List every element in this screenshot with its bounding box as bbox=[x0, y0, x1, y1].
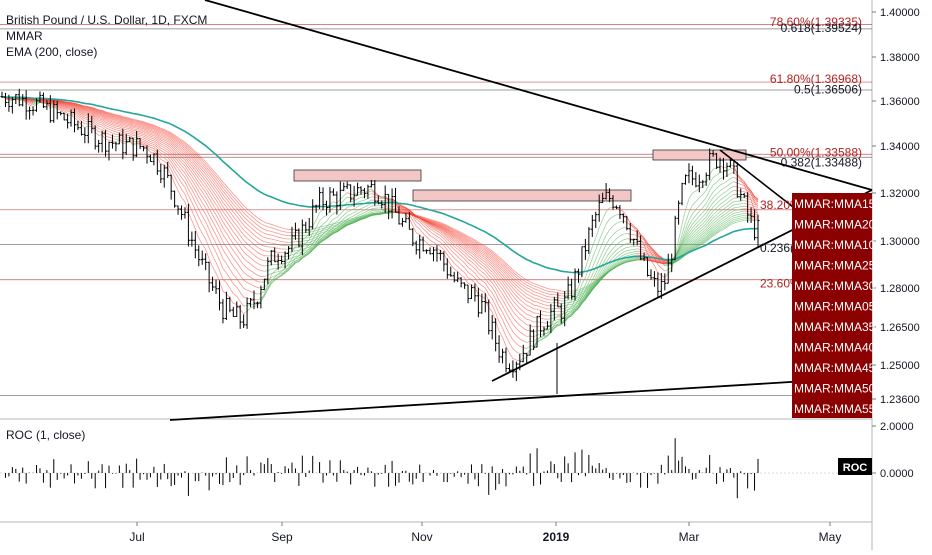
y-tick-label: 1.32000 bbox=[880, 188, 920, 200]
mmar-ribbon-segment bbox=[630, 246, 633, 247]
y-tick-label: 1.38000 bbox=[880, 52, 920, 64]
mmar-ribbon-segment bbox=[271, 269, 274, 270]
mmar-ribbon-segment bbox=[371, 208, 374, 209]
mmar-ribbon-segment bbox=[741, 206, 744, 207]
resistance-zone bbox=[413, 190, 631, 201]
mmar-ribbon-segment bbox=[541, 334, 544, 335]
mmar-ribbon-segment bbox=[126, 131, 129, 132]
x-tick-label: Jul bbox=[129, 530, 144, 544]
mmar-ribbon-segment bbox=[133, 129, 136, 130]
roc-y-tick-label: 2.0000 bbox=[880, 421, 914, 433]
mmar-ribbon-segment bbox=[116, 128, 119, 129]
y-tick-label: 1.40000 bbox=[880, 7, 920, 19]
mmar-ribbon-segment bbox=[347, 202, 350, 203]
x-tick-label: Nov bbox=[411, 530, 432, 544]
mmar-ribbon-segment bbox=[734, 190, 737, 191]
mmar-ribbon-segment bbox=[264, 251, 267, 252]
mmar-ribbon-segment bbox=[268, 238, 271, 239]
mmar-ribbon-segment bbox=[737, 204, 740, 205]
mmar-ribbon-segment bbox=[133, 130, 136, 131]
y-tick-label: 1.23600 bbox=[880, 394, 920, 406]
mmar-ribbon-segment bbox=[85, 116, 88, 117]
x-tick-label: Mar bbox=[679, 530, 700, 544]
x-tick-label: Sep bbox=[271, 530, 293, 544]
mmar-ribbon-segment bbox=[634, 249, 637, 250]
mmar-ribbon-segment bbox=[627, 247, 630, 248]
mmar-ribbon-segment bbox=[527, 336, 530, 337]
mmar-ribbon-segment bbox=[375, 213, 378, 214]
mmar-ribbon-segment bbox=[150, 152, 153, 153]
mmar-ribbon-segment bbox=[244, 306, 247, 307]
mmar-ribbon-segment bbox=[547, 319, 550, 320]
mmar-ribbon-segment bbox=[375, 214, 378, 215]
plot-background bbox=[0, 0, 872, 550]
mmar-ribbon-segment bbox=[299, 238, 302, 239]
mmar-ribbon-segment bbox=[527, 325, 530, 326]
roc-y-tick-label: 0.0000 bbox=[880, 468, 914, 480]
mmar-ribbon-segment bbox=[382, 198, 385, 199]
y-tick-label: 1.28000 bbox=[880, 283, 920, 295]
mmar-ribbon-segment bbox=[123, 143, 126, 144]
y-tick-label: 1.36000 bbox=[880, 96, 920, 108]
mmar-ribbon-segment bbox=[734, 207, 737, 208]
mmar-ribbon-segment bbox=[641, 249, 644, 250]
y-tick-label: 1.34000 bbox=[880, 141, 920, 153]
mmar-ribbon-segment bbox=[375, 211, 378, 212]
mmar-ribbon-segment bbox=[630, 234, 633, 235]
x-tick-label: 2019 bbox=[543, 530, 570, 544]
mmar-ribbon-segment bbox=[389, 199, 392, 200]
mmar-ribbon-segment bbox=[565, 298, 568, 299]
mmar-ribbon-segment bbox=[257, 294, 260, 295]
mmar-ribbon-segment bbox=[554, 290, 557, 291]
mmar-ribbon-segment bbox=[554, 292, 557, 293]
mmar-ribbon-segment bbox=[751, 220, 754, 221]
mmar-ribbon-segment bbox=[385, 205, 388, 206]
mmar-ribbon-segment bbox=[547, 297, 550, 298]
mmar-ribbon-segment bbox=[268, 260, 271, 261]
mmar-ribbon-segment bbox=[371, 197, 374, 198]
y-tick-label: 1.26500 bbox=[880, 322, 920, 334]
mmar-ribbon-segment bbox=[285, 232, 288, 233]
resistance-zone bbox=[294, 170, 421, 181]
y-tick-label: 1.30000 bbox=[880, 236, 920, 248]
mmar-ribbon-segment bbox=[534, 305, 537, 306]
y-tick-label: 1.25000 bbox=[880, 360, 920, 372]
x-tick-label: May bbox=[819, 530, 842, 544]
mmar-ribbon-segment bbox=[730, 168, 733, 169]
mmar-ribbon-segment bbox=[623, 234, 626, 235]
mmar-ribbon-segment bbox=[19, 100, 22, 101]
